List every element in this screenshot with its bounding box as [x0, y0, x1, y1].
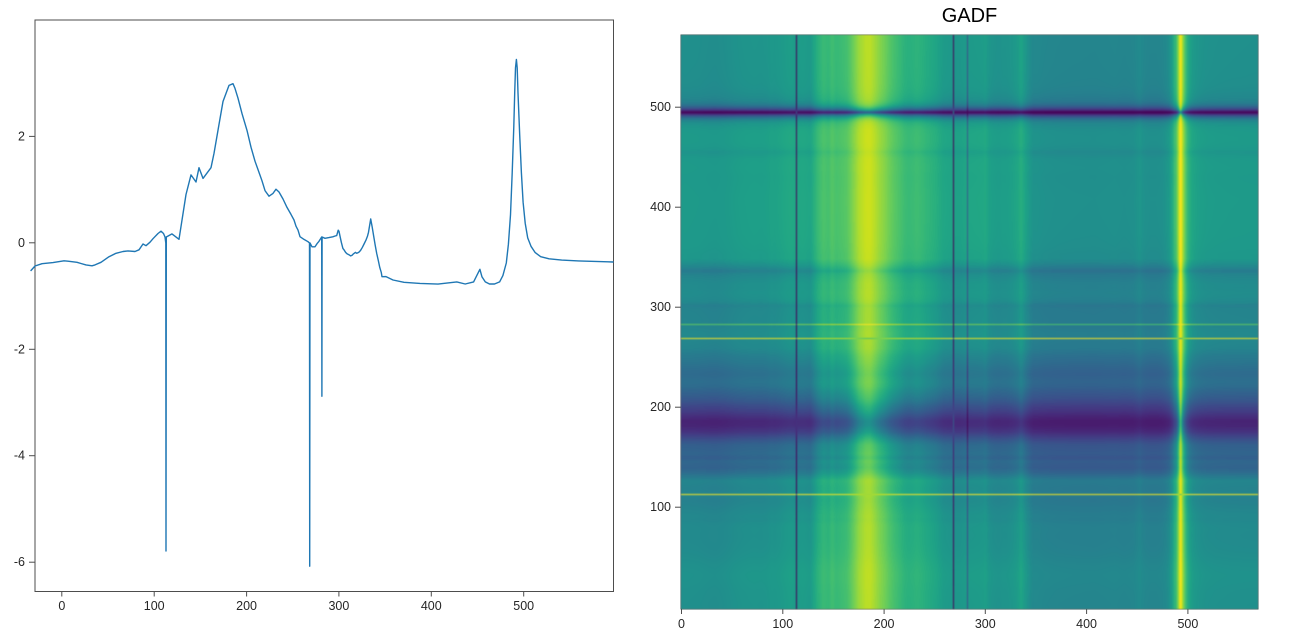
svg-text:100: 100 [144, 599, 165, 613]
svg-text:100: 100 [772, 617, 793, 631]
svg-text:GADF: GADF [942, 5, 998, 27]
svg-text:500: 500 [1177, 617, 1198, 631]
svg-text:400: 400 [650, 200, 671, 214]
svg-text:0: 0 [678, 617, 685, 631]
svg-text:200: 200 [874, 617, 895, 631]
svg-text:400: 400 [421, 599, 442, 613]
svg-text:0: 0 [18, 236, 25, 250]
svg-text:300: 300 [650, 300, 671, 314]
svg-text:200: 200 [236, 599, 257, 613]
svg-text:500: 500 [513, 599, 534, 613]
svg-text:300: 300 [975, 617, 996, 631]
svg-text:300: 300 [328, 599, 349, 613]
svg-text:100: 100 [650, 500, 671, 514]
svg-text:0: 0 [58, 599, 65, 613]
svg-text:-2: -2 [14, 342, 25, 356]
svg-text:200: 200 [650, 400, 671, 414]
svg-text:400: 400 [1076, 617, 1097, 631]
svg-text:-6: -6 [14, 555, 25, 569]
svg-text:-4: -4 [14, 449, 25, 463]
svg-text:2: 2 [18, 129, 25, 143]
svg-text:500: 500 [650, 100, 671, 114]
